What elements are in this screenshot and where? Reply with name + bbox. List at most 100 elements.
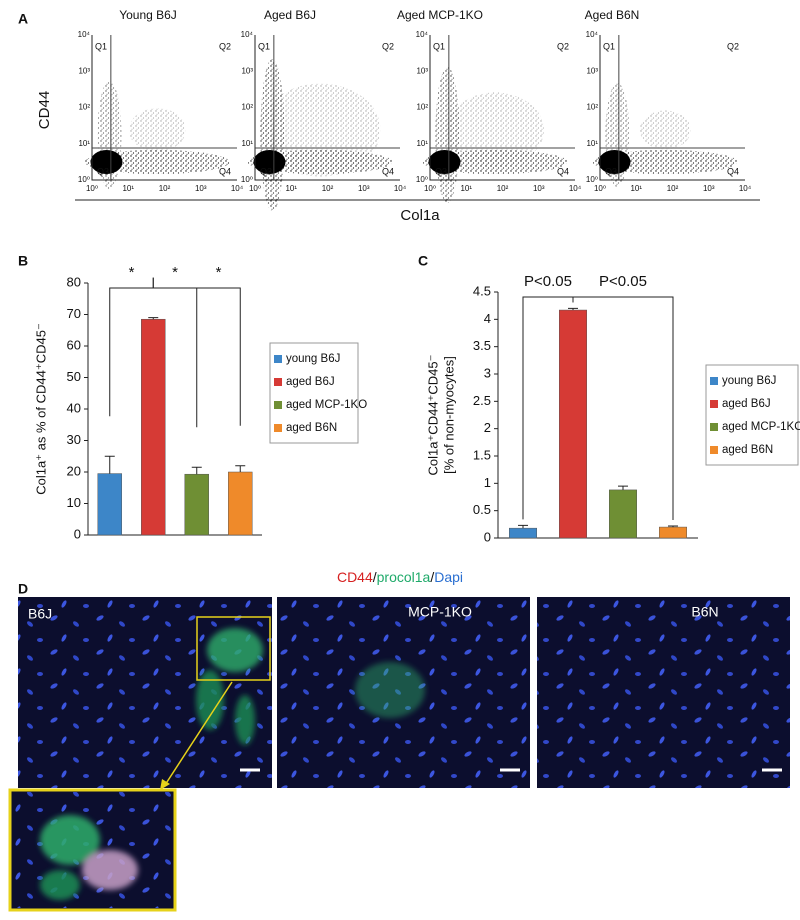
flow-plot [422, 35, 575, 203]
quadrant-label: Q3 [260, 166, 272, 176]
y-tick-label: 2.5 [473, 393, 491, 408]
stain-title: CD44/procol1a/Dapi [337, 569, 463, 585]
plot-title: Aged B6N [585, 8, 640, 22]
bar [609, 489, 637, 539]
y-tick-label: 0.5 [473, 502, 491, 517]
y-tick-label: 10⁰ [416, 175, 428, 184]
plot-title: Aged MCP-1KO [397, 8, 483, 22]
flow-plot [247, 35, 400, 211]
y-tick-label: 10⁴ [586, 30, 599, 39]
x-tick-label: 10⁴ [739, 184, 752, 193]
y-axis-label: [% of non-myocytes] [441, 356, 456, 474]
legend-label: young B6J [722, 375, 776, 387]
x-tick-label: 10⁴ [569, 184, 582, 193]
quadrant-label: Q4 [382, 166, 394, 176]
error-bar [568, 307, 578, 311]
bracket [572, 296, 674, 520]
x-axis-label: Col1a [400, 207, 440, 224]
y-tick-label: 1 [484, 475, 491, 490]
y-tick-label: 10¹ [586, 139, 598, 148]
bar [659, 526, 687, 539]
x-tick-label: 10¹ [122, 184, 134, 193]
y-tick-label: 4.5 [473, 283, 491, 298]
y-tick-label: 40 [67, 400, 81, 415]
cloud [84, 150, 230, 174]
error-bar [518, 524, 528, 529]
plot-title: Aged B6J [264, 8, 316, 22]
x-tick-label: 10⁴ [231, 184, 244, 193]
x-tick-label: 10² [159, 184, 171, 193]
green-signal [355, 662, 425, 718]
y-tick-label: 4 [484, 311, 491, 326]
plot-title: Young B6J [119, 8, 177, 22]
panel-label: B [18, 253, 28, 269]
cloud-core [253, 150, 286, 174]
y-tick-label: 3 [484, 365, 491, 380]
x-tick-label: 10⁴ [394, 184, 407, 193]
bar [559, 309, 587, 539]
legend-swatch [274, 424, 282, 432]
y-tick-label: 10³ [241, 66, 253, 75]
legend-swatch [274, 378, 282, 386]
y-tick-label: 20 [67, 463, 81, 478]
x-tick-label: 10⁰ [86, 184, 98, 193]
y-tick-label: 10⁰ [241, 175, 253, 184]
arrow-head [160, 779, 170, 790]
legend [705, 364, 799, 466]
y-tick-label: 2 [484, 420, 491, 435]
y-tick-label: 50 [67, 369, 81, 384]
legend-label: aged MCP-1KO [286, 399, 367, 411]
y-tick-label: 10¹ [78, 139, 90, 148]
y-tick-label: 10⁰ [78, 175, 90, 184]
cloud-core [90, 150, 123, 174]
quadrant-label: Q3 [605, 166, 617, 176]
x-tick-label: 10¹ [630, 184, 642, 193]
bar [141, 318, 166, 536]
annotation: P<0.05 [524, 273, 572, 290]
flow-plot [84, 35, 237, 189]
y-tick-label: 10³ [586, 66, 598, 75]
panel-label: A [18, 11, 28, 27]
y-tick-label: 10¹ [416, 139, 428, 148]
sep: / [373, 569, 377, 585]
green-signal [196, 628, 263, 745]
x-tick-label: 10¹ [460, 184, 472, 193]
nuclei [537, 597, 790, 788]
quadrant-label: Q4 [557, 166, 569, 176]
y-tick-label: 30 [67, 432, 81, 447]
annotation: P<0.05 [599, 273, 647, 290]
cloud [260, 83, 381, 177]
x-tick-label: 10³ [533, 184, 545, 193]
bar [184, 473, 209, 536]
legend-swatch [274, 401, 282, 409]
axes [254, 35, 400, 181]
nuclei [18, 597, 272, 788]
image-label: MCP-1KO [408, 604, 472, 620]
cloud [639, 110, 691, 150]
legend-swatch [274, 355, 282, 363]
quadrant-label: Q3 [435, 166, 447, 176]
error-bar [235, 465, 246, 472]
x-tick-label: 10⁰ [424, 184, 436, 193]
y-tick-label: 60 [67, 337, 81, 352]
bar [228, 471, 253, 536]
cloud [592, 150, 738, 174]
error-bar [668, 525, 678, 528]
y-tick-label: 10⁴ [241, 30, 254, 39]
quadrant-label: Q2 [382, 41, 394, 51]
y-tick-label: 10⁰ [586, 175, 598, 184]
stain: CD44 [337, 569, 373, 585]
legend-label: aged MCP-1KO [722, 421, 800, 433]
bar [509, 527, 537, 539]
y-tick-label: 0 [484, 529, 491, 544]
bracket [152, 277, 241, 428]
y-tick-label: 10³ [416, 66, 428, 75]
legend-swatch [710, 423, 718, 431]
x-tick-label: 10² [322, 184, 334, 193]
green-signal [40, 815, 138, 900]
annotation: * [172, 264, 178, 281]
stain: procol1a [377, 569, 431, 585]
x-tick-label: 10⁰ [249, 184, 261, 193]
y-tick-label: 10² [78, 103, 90, 112]
x-tick-label: 10³ [703, 184, 715, 193]
